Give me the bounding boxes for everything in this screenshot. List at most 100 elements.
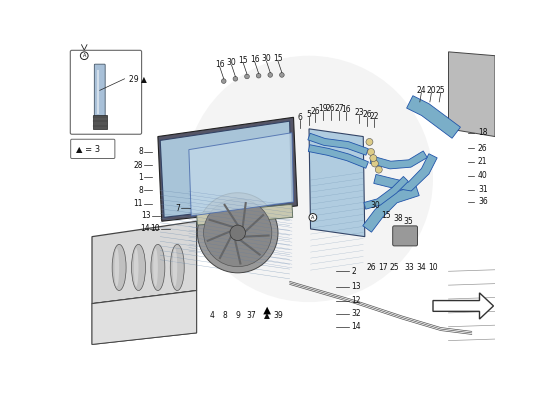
Polygon shape <box>309 145 368 168</box>
Circle shape <box>371 160 378 167</box>
Text: 11: 11 <box>134 199 143 208</box>
Polygon shape <box>92 290 197 344</box>
Text: ▲ = 3: ▲ = 3 <box>76 144 101 153</box>
Polygon shape <box>406 96 460 138</box>
Ellipse shape <box>153 248 158 287</box>
Polygon shape <box>197 204 293 225</box>
Text: 34: 34 <box>416 263 426 272</box>
Text: 30: 30 <box>261 54 271 63</box>
Polygon shape <box>263 307 271 314</box>
Text: 30: 30 <box>370 201 380 210</box>
Circle shape <box>245 74 249 79</box>
Text: 37: 37 <box>246 312 256 320</box>
Polygon shape <box>308 133 369 155</box>
Ellipse shape <box>134 248 139 287</box>
Text: 15: 15 <box>238 56 248 65</box>
Circle shape <box>375 166 382 173</box>
Ellipse shape <box>151 244 165 290</box>
Text: 28: 28 <box>134 160 143 170</box>
Polygon shape <box>364 176 408 209</box>
Text: 15: 15 <box>273 54 283 63</box>
Text: 13: 13 <box>351 282 361 291</box>
Circle shape <box>204 199 272 267</box>
Text: 18: 18 <box>478 128 487 137</box>
Circle shape <box>370 155 377 162</box>
Text: 16: 16 <box>342 105 351 114</box>
Text: 22: 22 <box>370 112 379 121</box>
Ellipse shape <box>112 244 126 290</box>
Text: 26: 26 <box>478 144 487 152</box>
Text: 27: 27 <box>334 104 344 113</box>
Circle shape <box>230 225 245 240</box>
Circle shape <box>279 73 284 77</box>
Polygon shape <box>189 133 294 216</box>
Polygon shape <box>448 52 495 136</box>
Circle shape <box>233 76 238 81</box>
Text: 10: 10 <box>151 224 160 234</box>
Text: 25: 25 <box>436 86 446 95</box>
Circle shape <box>268 73 273 77</box>
Text: 5: 5 <box>306 110 311 119</box>
Polygon shape <box>92 290 197 344</box>
Text: 14: 14 <box>351 322 361 331</box>
Circle shape <box>367 148 375 156</box>
Text: 26: 26 <box>366 263 376 272</box>
Text: 26: 26 <box>326 104 336 113</box>
Text: 12: 12 <box>351 296 361 305</box>
Polygon shape <box>370 151 427 169</box>
Text: 38: 38 <box>393 214 403 224</box>
FancyBboxPatch shape <box>393 226 417 246</box>
Text: A: A <box>82 53 86 58</box>
Text: 10: 10 <box>428 263 438 272</box>
FancyBboxPatch shape <box>71 139 115 158</box>
Polygon shape <box>92 221 197 304</box>
Text: 26: 26 <box>310 107 320 116</box>
Text: 6: 6 <box>297 113 302 122</box>
Polygon shape <box>160 121 292 218</box>
Polygon shape <box>309 129 365 237</box>
Ellipse shape <box>114 248 119 287</box>
Text: A: A <box>311 215 315 220</box>
Circle shape <box>80 52 88 60</box>
Text: 23: 23 <box>355 108 364 117</box>
Ellipse shape <box>173 248 177 287</box>
Text: 4: 4 <box>210 312 215 320</box>
Circle shape <box>366 138 373 146</box>
Text: 8: 8 <box>139 148 143 156</box>
Text: 25: 25 <box>389 263 399 272</box>
Text: 31: 31 <box>478 185 487 194</box>
Polygon shape <box>158 117 298 221</box>
FancyBboxPatch shape <box>70 50 141 134</box>
Text: 30: 30 <box>227 58 236 67</box>
Text: 9: 9 <box>235 312 240 320</box>
Text: 36: 36 <box>478 198 488 206</box>
Text: 26: 26 <box>362 110 372 120</box>
Text: 2: 2 <box>351 267 356 276</box>
Text: ▲: ▲ <box>264 312 270 320</box>
Polygon shape <box>374 154 437 191</box>
Text: 21: 21 <box>478 158 487 166</box>
Text: 16: 16 <box>250 55 260 64</box>
Text: 19: 19 <box>318 104 328 113</box>
Text: 8: 8 <box>139 186 143 195</box>
Text: 16: 16 <box>215 60 225 70</box>
Circle shape <box>197 193 278 273</box>
Text: 8: 8 <box>223 312 228 320</box>
Text: 33: 33 <box>405 263 415 272</box>
Text: 39: 39 <box>273 312 283 320</box>
Circle shape <box>256 74 261 78</box>
Text: 32: 32 <box>351 309 361 318</box>
Text: 29 ▲: 29 ▲ <box>129 74 147 83</box>
Polygon shape <box>433 293 493 319</box>
Text: 40: 40 <box>478 171 488 180</box>
Text: 7: 7 <box>175 204 180 213</box>
Text: 20: 20 <box>427 86 436 95</box>
Text: 1: 1 <box>139 173 143 182</box>
Text: 14: 14 <box>140 224 150 234</box>
Text: 24: 24 <box>416 86 426 95</box>
Circle shape <box>222 79 226 84</box>
FancyBboxPatch shape <box>95 64 105 118</box>
Text: 15: 15 <box>382 210 391 220</box>
Ellipse shape <box>185 56 433 302</box>
Circle shape <box>309 214 317 221</box>
